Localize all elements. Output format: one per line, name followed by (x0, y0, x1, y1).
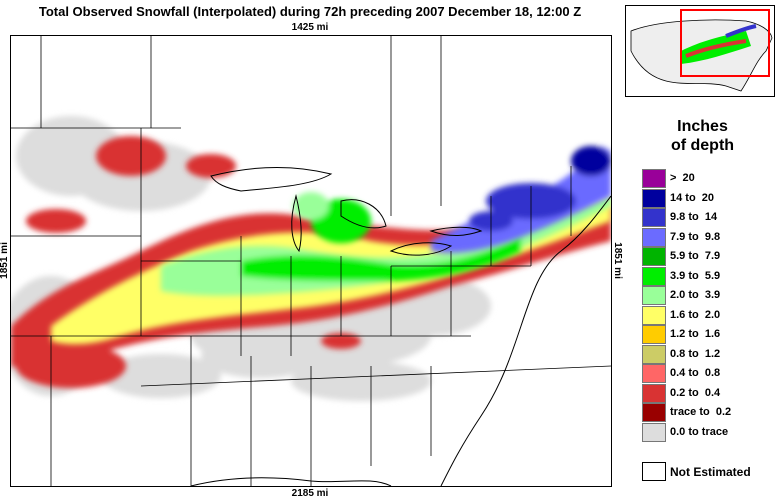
legend-title-line2: of depth (670, 137, 735, 154)
legend-swatch-not-estimated (642, 462, 666, 481)
legend-row: 2.0 to 3.9 (642, 286, 770, 305)
legend-swatch (642, 383, 666, 403)
right-dimension-label: 1851 mi (611, 242, 623, 279)
top-dimension-label: 1425 mi (291, 22, 329, 33)
coastline (190, 195, 611, 486)
legend-title-line1: Inches (677, 118, 728, 135)
legend-row: 3.9 to 5.9 (642, 266, 770, 286)
legend-swatch (642, 364, 666, 383)
legend-label: 0.8 to 1.2 (670, 347, 721, 360)
legend-swatch (642, 208, 666, 227)
legend-swatch (642, 188, 666, 208)
inset-svg (630, 9, 773, 92)
legend-row: 0.8 to 1.2 (642, 344, 770, 364)
map-title: Total Observed Snowfall (Interpolated) d… (38, 4, 582, 19)
bottom-dimension-label: 2185 mi (291, 488, 329, 499)
legend-swatch (642, 344, 666, 364)
legend-row: 0.2 to 0.4 (642, 383, 770, 403)
great-lakes (210, 166, 483, 256)
legend-row: 1.6 to 2.0 (642, 305, 770, 325)
legend-label: trace to 0.2 (670, 406, 732, 418)
legend-label: > 20 (670, 172, 695, 184)
snowfall-map-svg (11, 36, 611, 486)
legend-swatch (642, 169, 666, 188)
legend-row: 7.9 to 9.8 (642, 227, 770, 247)
inset-region-highlight (680, 9, 770, 77)
legend-row: 5.9 to 7.9 (642, 247, 770, 266)
legend-swatch (642, 227, 666, 247)
legend-row: trace to 0.2 (642, 403, 770, 422)
legend-label: 1.2 to 1.6 (670, 328, 721, 340)
locator-inset-map[interactable] (625, 5, 775, 97)
legend-row: > 20 (642, 169, 770, 188)
legend-row: 1.2 to 1.6 (642, 325, 770, 344)
legend-label: 2.0 to 3.9 (670, 289, 721, 301)
legend-label: 7.9 to 9.8 (670, 230, 721, 243)
legend-label: 0.0 to trace (670, 425, 729, 438)
legend-swatch (642, 325, 666, 344)
legend-label: 1.6 to 2.0 (670, 308, 721, 321)
legend-row: 0.4 to 0.8 (642, 364, 770, 383)
legend-title: Inches of depth (640, 117, 765, 155)
legend-label: 14 to 20 (670, 191, 715, 204)
snowfall-map[interactable] (10, 35, 612, 487)
left-dimension-label: 1851 mi (0, 242, 10, 279)
legend-swatch (642, 286, 666, 305)
legend-label-not-estimated: Not Estimated (670, 465, 751, 479)
legend-row: 14 to 20 (642, 188, 770, 208)
legend-row: 9.8 to 14 (642, 208, 770, 227)
legend-label: 3.9 to 5.9 (670, 269, 721, 282)
state-boundaries (11, 36, 611, 486)
legend-swatch (642, 422, 666, 442)
legend-label: 5.9 to 7.9 (670, 250, 721, 262)
legend-label: 0.2 to 0.4 (670, 386, 721, 399)
legend-row: 0.0 to trace (642, 422, 770, 442)
legend-swatch (642, 247, 666, 266)
legend-swatch (642, 266, 666, 286)
legend-not-estimated: Not Estimated (642, 462, 770, 481)
legend-swatch (642, 403, 666, 422)
legend-swatch (642, 305, 666, 325)
legend-label: 9.8 to 14 (670, 211, 718, 223)
legend-label: 0.4 to 0.8 (670, 367, 721, 379)
